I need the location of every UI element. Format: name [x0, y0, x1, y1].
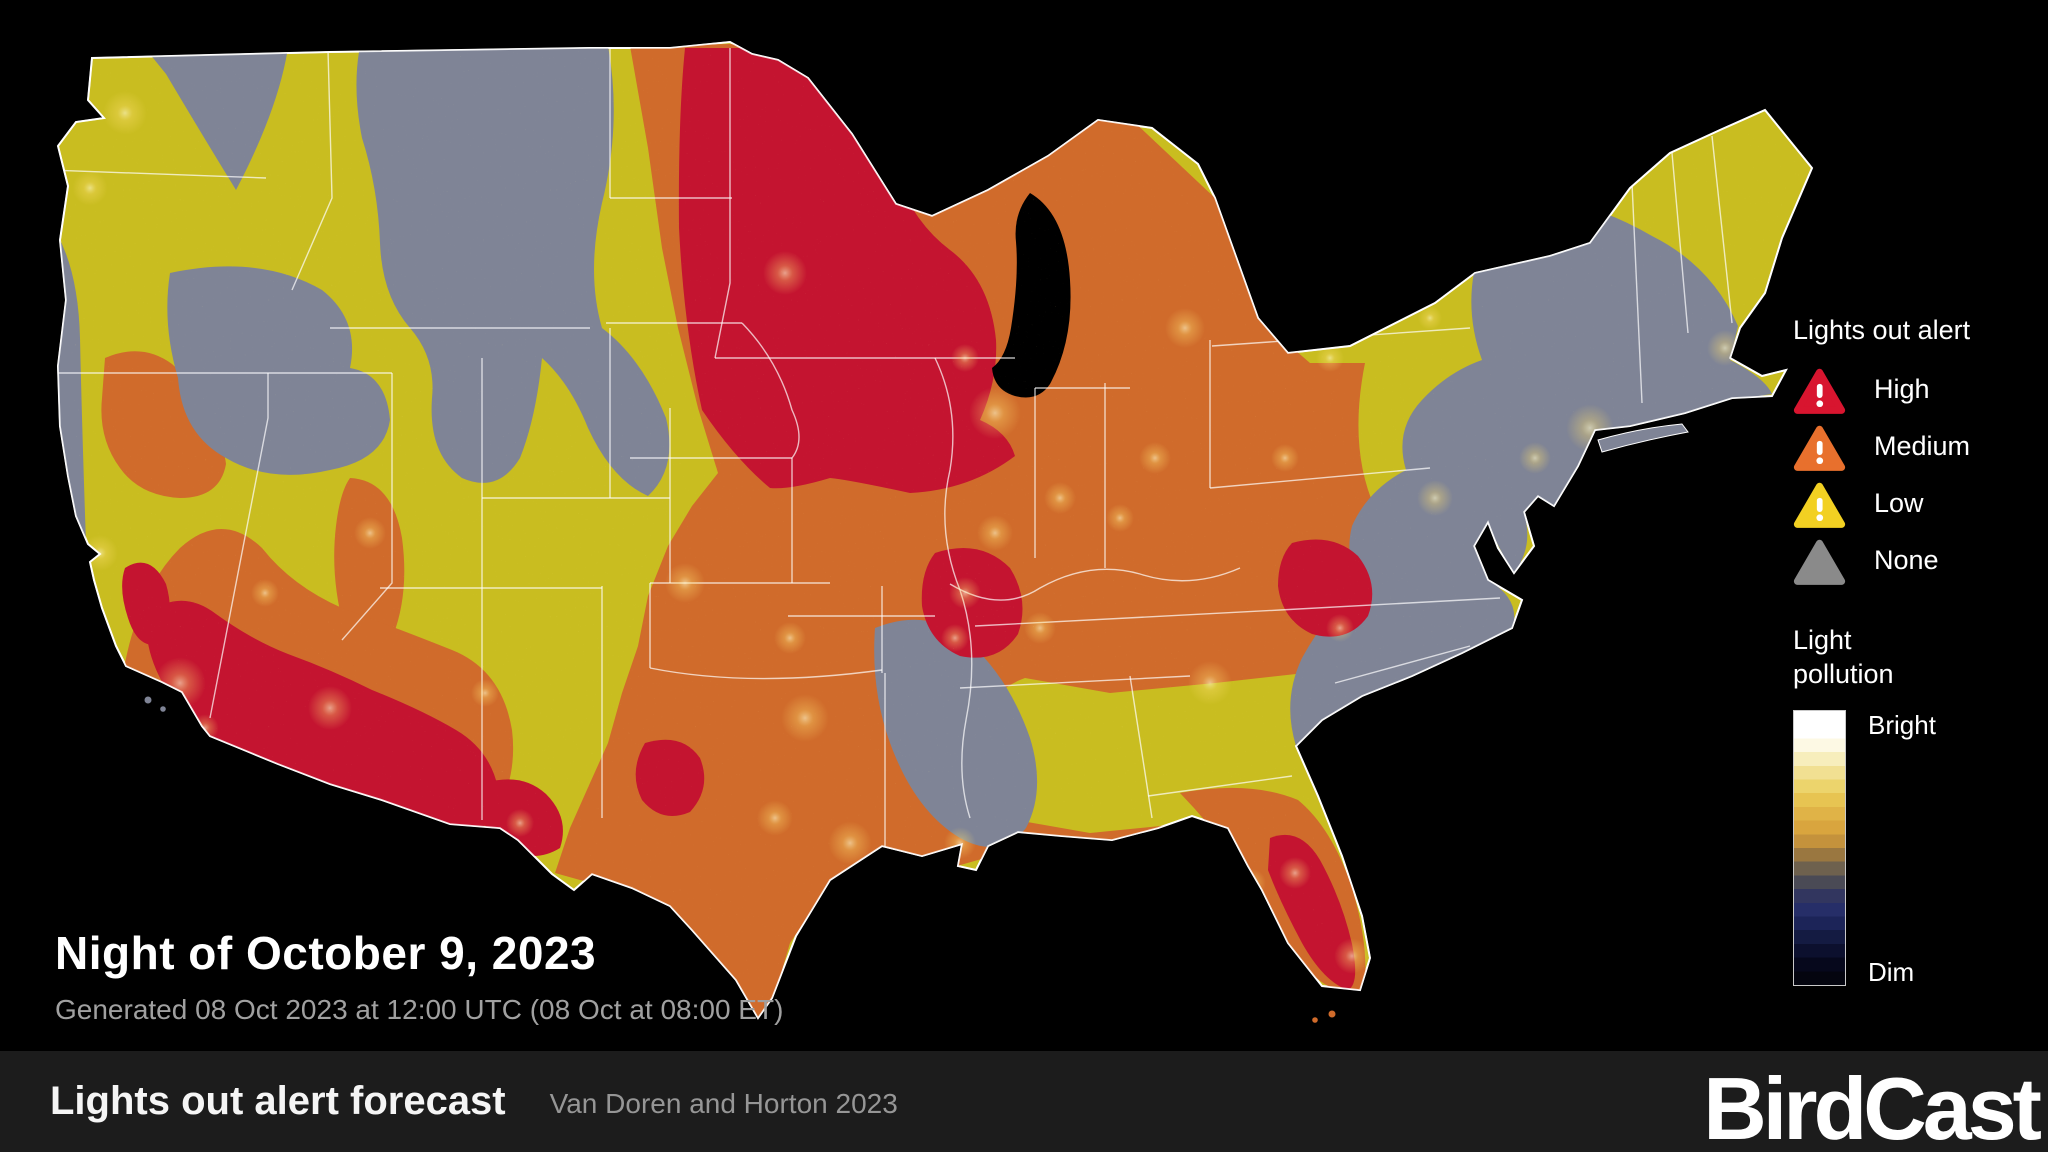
birdcast-logo: BirdCast [1703, 1059, 2042, 1152]
legend-item-high: High [1793, 366, 2043, 414]
legend-item-label: Medium [1874, 431, 1971, 462]
legend-title: Lights out alert [1793, 315, 1971, 345]
forecast-heading: Lights out alert forecast [50, 1079, 506, 1123]
dim-label: Dim [1868, 957, 1915, 987]
legend-item-label: Low [1874, 488, 1924, 519]
alert-legend: Lights out alert High Medium [1793, 315, 2043, 585]
legend-rows: High Medium Low [1793, 366, 2043, 585]
light-pollution-legend: Bright Dim [1793, 710, 1936, 988]
triangle-icon [1793, 539, 1846, 585]
legend-item-label: High [1874, 374, 1930, 405]
title-block: Night of October 9, 2023 Generated 08 Oc… [55, 926, 783, 1026]
legend-item-medium: Medium [1793, 423, 2043, 471]
light-pollution-title-text: Light pollution [1793, 625, 1894, 689]
bright-label: Bright [1868, 710, 1936, 740]
legend-item-label: None [1874, 545, 1939, 576]
warning-triangle-icon [1793, 368, 1846, 414]
legend-item-none: None [1793, 537, 2043, 585]
small-islands [144, 696, 1336, 1023]
warning-triangle-icon [1793, 425, 1846, 471]
light-pollution-title: Light pollution [1793, 624, 1923, 692]
credit-text: Van Doren and Horton 2023 [549, 1087, 898, 1119]
light-pollution-colorbar [1793, 710, 1846, 986]
legend-item-low: Low [1793, 480, 2043, 528]
warning-triangle-icon [1793, 482, 1846, 528]
us-alert-map [57, 41, 1813, 1023]
colorbar-labels: Bright Dim [1868, 710, 1936, 988]
page-title: Night of October 9, 2023 [55, 927, 597, 979]
light-pollution-speckle [58, 42, 1812, 1018]
generated-subtitle: Generated 08 Oct 2023 at 12:00 UTC (08 O… [55, 994, 784, 1025]
footer-bar: Lights out alert forecast Van Doren and … [0, 1051, 2048, 1152]
long-island [1597, 423, 1689, 453]
